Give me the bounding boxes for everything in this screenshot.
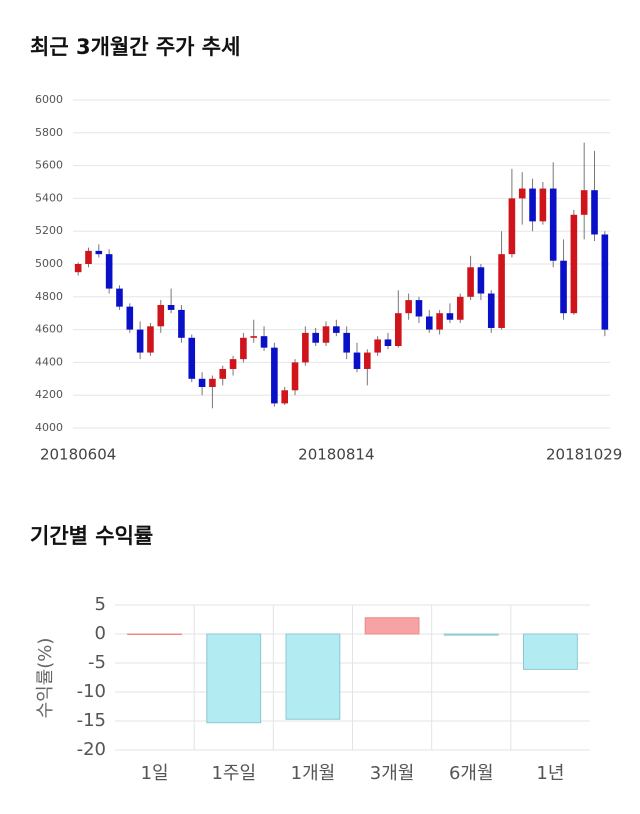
candle-body bbox=[219, 368, 227, 379]
candle-body bbox=[487, 293, 495, 328]
candle-body bbox=[116, 288, 123, 307]
y-tick-label: 0 bbox=[95, 623, 106, 644]
x-tick-label: 1개월 bbox=[291, 763, 336, 784]
candle-body bbox=[539, 188, 547, 222]
x-tick-label: 20180814 bbox=[298, 446, 374, 464]
candle-body bbox=[188, 337, 196, 379]
candle-body bbox=[333, 326, 340, 333]
candle-body bbox=[260, 336, 268, 348]
candle-body bbox=[456, 296, 464, 320]
candle-body bbox=[374, 339, 381, 353]
candle-body bbox=[601, 234, 609, 330]
x-tick-label: 20181029 bbox=[546, 446, 622, 464]
y-tick-label: -20 bbox=[77, 739, 106, 760]
candle-body bbox=[178, 309, 185, 338]
y-tick-label: -5 bbox=[88, 652, 106, 673]
chart-title: 기간별 수익률 bbox=[30, 524, 153, 548]
bar bbox=[443, 633, 499, 636]
candle-body bbox=[302, 332, 309, 363]
candle-body bbox=[425, 316, 433, 330]
candle-body bbox=[312, 332, 319, 343]
bar bbox=[127, 633, 182, 635]
y-tick-label: -15 bbox=[77, 710, 106, 731]
candle-body bbox=[498, 254, 505, 328]
chart-title: 최근 3개월간 주가 추세 bbox=[30, 35, 240, 59]
candle-body bbox=[591, 190, 598, 235]
candle-body bbox=[560, 260, 567, 314]
candle-body bbox=[529, 188, 536, 222]
candle-body bbox=[549, 188, 557, 261]
candle-body bbox=[364, 352, 371, 369]
y-tick-label: 5000 bbox=[35, 257, 63, 270]
y-tick-label: 5800 bbox=[35, 126, 63, 139]
y-tick-label: 5200 bbox=[35, 224, 63, 237]
candle-body bbox=[74, 264, 82, 273]
candle-body bbox=[85, 250, 92, 264]
candle-body bbox=[147, 326, 154, 353]
y-tick-label: 6000 bbox=[35, 93, 63, 106]
bar bbox=[285, 633, 341, 720]
candle-body bbox=[415, 300, 423, 317]
candle-body bbox=[291, 362, 299, 391]
y-tick-label: 4200 bbox=[35, 388, 63, 401]
x-tick-label: 3개월 bbox=[370, 763, 415, 784]
candle-body bbox=[322, 326, 330, 343]
candle-body bbox=[281, 390, 289, 404]
candle-body bbox=[157, 305, 165, 327]
y-axis-label: 수익률(%) bbox=[35, 638, 56, 719]
x-tick-label: 1주일 bbox=[211, 763, 256, 784]
y-tick-label: 4600 bbox=[35, 323, 63, 336]
candle-body bbox=[467, 267, 474, 297]
x-tick-label: 1년 bbox=[536, 763, 564, 784]
candle-body bbox=[95, 250, 103, 255]
candle-body bbox=[384, 339, 392, 346]
y-tick-label: -10 bbox=[77, 681, 106, 702]
candle-body bbox=[198, 378, 206, 387]
x-tick-label: 20180604 bbox=[40, 446, 116, 464]
y-tick-label: 5600 bbox=[35, 159, 63, 172]
candle-body bbox=[209, 378, 216, 387]
candle-body bbox=[136, 329, 144, 353]
candle-body bbox=[394, 313, 402, 346]
candle-body bbox=[580, 190, 588, 215]
bar bbox=[364, 617, 420, 635]
candle-body bbox=[167, 305, 175, 310]
y-tick-label: 5 bbox=[95, 594, 106, 615]
candle-body bbox=[446, 313, 454, 320]
candle-body bbox=[405, 300, 412, 314]
candle-body bbox=[240, 337, 247, 360]
candle-body bbox=[436, 313, 443, 330]
candle-body bbox=[105, 254, 113, 289]
candle-body bbox=[508, 198, 516, 255]
x-tick-label: 6개월 bbox=[449, 763, 494, 784]
candle-body bbox=[126, 306, 134, 330]
bar bbox=[206, 633, 262, 724]
y-tick-label: 4800 bbox=[35, 290, 63, 303]
y-tick-label: 4400 bbox=[35, 355, 63, 368]
candle-body bbox=[271, 347, 278, 404]
y-tick-label: 4000 bbox=[35, 421, 63, 434]
candle-body bbox=[353, 352, 361, 369]
candle-body bbox=[229, 359, 237, 369]
candle-body bbox=[250, 336, 258, 338]
candle-body bbox=[518, 188, 526, 199]
candle-body bbox=[477, 267, 485, 294]
y-tick-label: 5400 bbox=[35, 191, 63, 204]
bar bbox=[523, 633, 578, 670]
candle-body bbox=[570, 214, 578, 314]
x-tick-label: 1일 bbox=[141, 763, 169, 784]
candle-body bbox=[343, 332, 350, 353]
